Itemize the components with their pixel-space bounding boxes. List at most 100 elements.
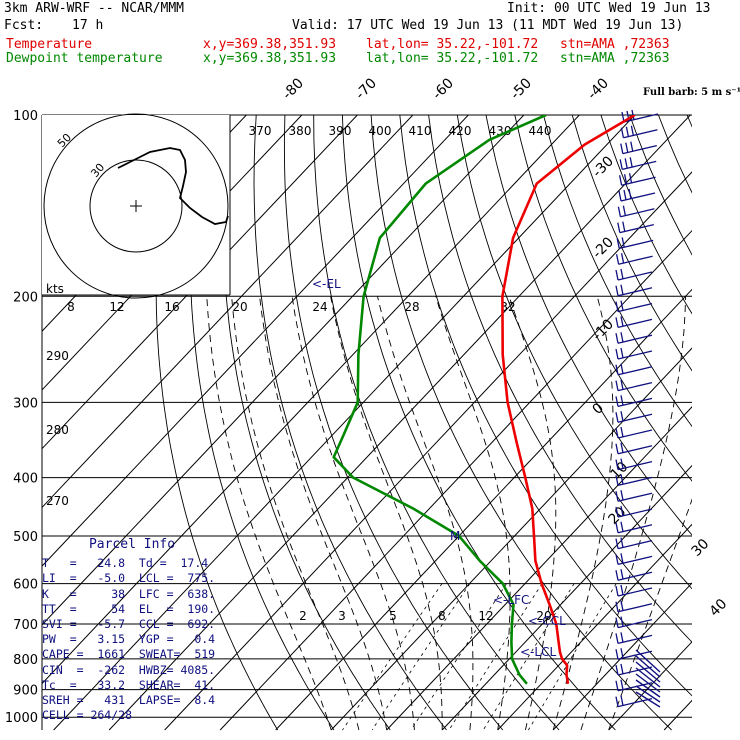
wind-barb-flag (615, 285, 619, 296)
pressure-label: 100 (13, 109, 38, 124)
mixing-ratio-line (410, 583, 507, 731)
moist-adiabat (330, 296, 443, 730)
pressure-label: 300 (13, 396, 38, 411)
isotherm-label: -40 (585, 75, 612, 102)
wind-barb-flag (617, 222, 621, 233)
temperature-legend: Temperature (6, 37, 93, 52)
wind-barb-flag (621, 237, 625, 248)
wind-barb-flag (620, 553, 624, 564)
temperature-profile (501, 115, 636, 685)
isotherm-label: -60 (430, 75, 457, 102)
hodograph-ring (43, 113, 229, 299)
wind-barb-staff (619, 223, 654, 234)
wind-barb-flag (620, 379, 624, 390)
wind-barb-flag (615, 633, 619, 644)
theta-label: 280 (46, 423, 69, 437)
moist-adiabat (552, 296, 614, 731)
parcel-info-row: Tc = 33.2 SHEAR= 41. (42, 677, 216, 692)
isotherm (330, 347, 692, 731)
mixing-ratio-lines (342, 583, 617, 731)
isotherm (42, 115, 525, 626)
dry-adiabat (189, 115, 335, 731)
dry-adiabat (283, 115, 504, 731)
dewpoint-latlon: lat,lon= 35.22,-101.72 (366, 51, 539, 66)
wind-barb-flag (620, 332, 624, 343)
speed-tick-label: 28 (404, 300, 419, 314)
wind-barb-staff (620, 208, 655, 218)
wind-barb-flag (615, 317, 619, 328)
wind-barb-flag (618, 190, 622, 202)
wind-barb-legend: Full barb: 5 m s⁻¹ (643, 87, 740, 98)
hodograph-trace (117, 147, 229, 225)
wind-barb-staff (617, 429, 653, 439)
wind-barb-flag (615, 427, 619, 439)
temperature-stn: stn=AMA ,72363 (560, 37, 670, 52)
wind-barb-staff (617, 508, 653, 518)
wind-barb-staff (617, 492, 653, 502)
fcst-hours: 17 h (72, 18, 104, 33)
wind-barb-flag (620, 679, 624, 690)
wind-barb-staff (617, 697, 653, 708)
wind-barb-flag (620, 300, 624, 311)
theta-label: 380 (289, 124, 312, 138)
dry-adiabat (370, 115, 672, 731)
hodograph-unit-label: kts (46, 282, 64, 296)
wind-barb-flag (615, 664, 619, 676)
wind-barb-staff (617, 634, 653, 645)
parcel-info-row: LI = -5.0 LCL = 775. (42, 571, 216, 586)
speed-tick-label: 16 (164, 300, 179, 314)
wind-barb (615, 426, 653, 439)
wind-barb-flag (615, 475, 619, 486)
init-time: Init: 00 UTC Wed 19 Jun 13 (507, 1, 711, 16)
wind-barb-flag (620, 490, 624, 501)
wind-barb-flag (615, 696, 619, 707)
wind-barb-flag (630, 125, 635, 136)
wind-barb-flag (630, 141, 634, 152)
dry-adiabat (514, 115, 692, 482)
wind-barb-staff (617, 666, 653, 676)
wind-barb (615, 505, 653, 518)
wind-barb-staff (617, 460, 653, 471)
wind-barb-flag (615, 333, 619, 344)
pressure-label: 500 (13, 530, 38, 545)
wind-barb-flag (623, 174, 628, 185)
wind-barbs (615, 109, 661, 708)
profile-annotation: <-LCL (520, 645, 556, 659)
mixing-ratio-label: 20 (536, 609, 551, 623)
wind-barb-flag (620, 426, 624, 438)
wind-barb (619, 157, 657, 171)
wind-barb (615, 268, 653, 281)
wind-barb-staff (617, 618, 653, 629)
wind-barb-staff (619, 239, 654, 250)
wind-barb-staff (617, 682, 653, 692)
dry-adiabat (222, 115, 391, 731)
isotherm-label: 30 (689, 536, 713, 560)
dry-adiabats (155, 115, 740, 731)
parcel-info-row: TT = 54 EL = 190. (42, 601, 216, 616)
wind-barb-flag (615, 522, 619, 533)
wind-barb-flag (628, 173, 633, 184)
dry-adiabat (716, 115, 740, 730)
moist-adiabat (608, 498, 692, 731)
parcel-info-row: CAPE = 1661 SWEAT= 519 (42, 647, 216, 662)
wind-barb-flag (625, 142, 629, 153)
temperature-xy: x,y=369.38,351.93 (203, 37, 337, 52)
mixing-ratio-line (482, 583, 575, 731)
theta-label: 410 (409, 124, 432, 138)
theta-label: 290 (46, 349, 69, 363)
wind-barb (615, 695, 653, 708)
wind-barb (615, 332, 653, 344)
wind-barb (615, 679, 653, 692)
wind-barb-flag (615, 443, 619, 454)
wind-barb-flag (628, 188, 632, 200)
dry-adiabat (629, 115, 692, 256)
wind-barb-flag (615, 570, 619, 581)
wind-barb-flag (616, 238, 620, 249)
isotherm (441, 464, 692, 731)
wind-barb-staff (617, 287, 653, 297)
isotherm (42, 115, 580, 685)
parcel-info-row: CELL = 264/28 (42, 708, 133, 723)
wind-barb (615, 284, 653, 297)
wind-barb-flag (615, 364, 619, 375)
